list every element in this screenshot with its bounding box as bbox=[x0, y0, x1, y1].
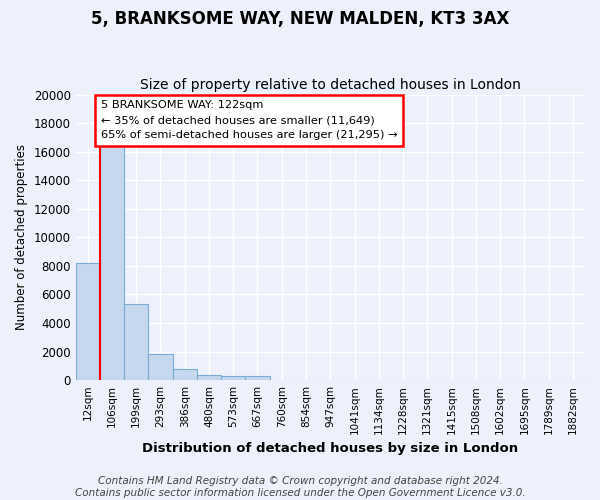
Bar bbox=[197, 375, 221, 380]
Bar bbox=[124, 304, 148, 380]
Bar bbox=[221, 376, 245, 380]
Text: Contains HM Land Registry data © Crown copyright and database right 2024.
Contai: Contains HM Land Registry data © Crown c… bbox=[74, 476, 526, 498]
Text: 5, BRANKSOME WAY, NEW MALDEN, KT3 3AX: 5, BRANKSOME WAY, NEW MALDEN, KT3 3AX bbox=[91, 10, 509, 28]
X-axis label: Distribution of detached houses by size in London: Distribution of detached houses by size … bbox=[142, 442, 518, 455]
Text: 5 BRANKSOME WAY: 122sqm
← 35% of detached houses are smaller (11,649)
65% of sem: 5 BRANKSOME WAY: 122sqm ← 35% of detache… bbox=[101, 100, 398, 140]
Y-axis label: Number of detached properties: Number of detached properties bbox=[15, 144, 28, 330]
Bar bbox=[148, 354, 173, 380]
Bar bbox=[100, 143, 124, 380]
Bar bbox=[173, 368, 197, 380]
Title: Size of property relative to detached houses in London: Size of property relative to detached ho… bbox=[140, 78, 521, 92]
Bar bbox=[76, 263, 100, 380]
Bar bbox=[245, 376, 269, 380]
